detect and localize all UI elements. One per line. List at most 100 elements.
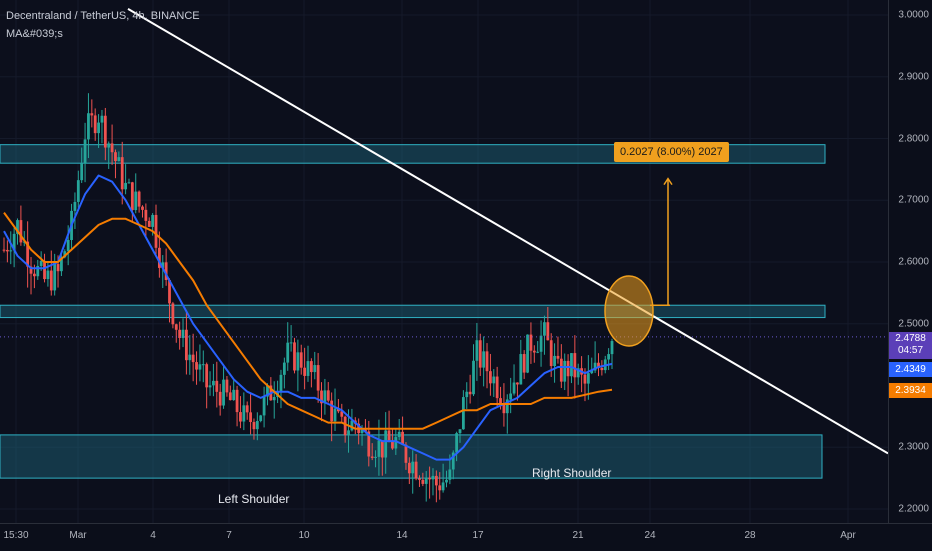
candle-up <box>465 391 469 398</box>
candle-down <box>391 441 394 449</box>
candle-up <box>323 390 327 404</box>
candle-up <box>16 220 19 234</box>
time-tick: 7 <box>226 530 232 541</box>
candle-down <box>303 367 307 376</box>
candle-up <box>134 191 138 211</box>
price-chart[interactable] <box>0 0 888 523</box>
candle-up <box>411 461 415 474</box>
candle-down <box>29 266 33 274</box>
measure-label[interactable]: 0.2027 (8.00%) 2027 <box>614 142 729 162</box>
candle-down <box>157 247 161 268</box>
candle-down <box>2 249 6 251</box>
candle-down <box>418 478 421 480</box>
price-tick: 2.2000 <box>898 503 929 515</box>
candle-up <box>570 353 573 377</box>
candle-down <box>407 462 411 474</box>
moving-average-line <box>3 212 613 430</box>
candle-up <box>448 469 452 480</box>
candle-up <box>282 362 286 375</box>
candle-up <box>296 352 300 371</box>
candle-up <box>242 405 246 422</box>
measure-arrow-head <box>663 177 673 186</box>
candle-down <box>559 358 563 382</box>
candle-up <box>374 456 377 458</box>
candle-down <box>110 143 114 153</box>
candle-down <box>583 374 587 384</box>
candle-down <box>205 364 209 388</box>
candle-down <box>326 390 330 401</box>
candle-up <box>272 397 276 401</box>
trendline-group <box>127 7 888 455</box>
candle-up <box>563 360 567 382</box>
candle-down <box>144 209 148 221</box>
candle-down <box>174 324 178 330</box>
candle-down <box>438 485 442 491</box>
candle-down <box>597 362 600 368</box>
left-shoulder-label: Left Shoulder <box>218 492 290 506</box>
candle-down <box>421 479 425 484</box>
candle-up <box>360 429 364 434</box>
breakout-circle <box>604 275 654 347</box>
candle-up <box>394 437 398 449</box>
candle-up <box>512 382 516 394</box>
time-tick: Mar <box>69 530 87 541</box>
candle-up <box>313 365 317 373</box>
candle-up <box>262 396 266 416</box>
candle-down <box>49 270 53 291</box>
candle-down <box>293 342 296 371</box>
candle-up <box>97 122 100 134</box>
candle-down <box>43 260 46 280</box>
candle-up <box>492 376 496 384</box>
time-tick: Apr <box>840 530 856 541</box>
candle-down <box>249 412 252 423</box>
candle-up <box>73 201 77 211</box>
last-price-badge: 2.4788 04:57 <box>889 332 932 359</box>
candle-down <box>485 351 489 372</box>
candle-up <box>451 452 455 470</box>
candle-up <box>208 385 212 388</box>
right-shoulder-label: Right Shoulder <box>532 466 612 480</box>
candle-up <box>201 364 205 366</box>
candle-up <box>431 475 435 480</box>
candle-down <box>367 431 371 457</box>
candle-up <box>505 399 509 414</box>
candle-down <box>178 329 182 338</box>
candle-up <box>107 143 111 148</box>
candle-down <box>343 416 347 436</box>
candle-up <box>347 430 350 436</box>
candle-down <box>340 411 344 417</box>
candle-up <box>63 251 67 258</box>
candle-up <box>232 389 236 401</box>
candle-up <box>286 342 290 363</box>
ma-slow-badge: 2.3934 <box>889 383 932 398</box>
candle-down <box>502 404 506 414</box>
last-price-value: 2.4788 <box>895 333 926 344</box>
candle-up <box>46 270 50 280</box>
candle-down <box>56 264 60 272</box>
time-tick: 21 <box>572 530 584 541</box>
candle-down <box>370 456 374 458</box>
indicator-label[interactable]: MA&#039;s <box>6 28 63 40</box>
price-tick: 2.3000 <box>898 441 929 453</box>
candle-up <box>289 342 293 344</box>
symbol-title: Decentraland / TetherUS, 4h, BINANCE <box>6 10 200 22</box>
price-axis[interactable]: 3.0000 2.9000 2.8000 2.7000 2.6000 2.5000 2.30… <box>888 0 932 523</box>
candle-down <box>171 303 175 325</box>
candle-down <box>330 400 334 422</box>
candle-up <box>607 354 611 360</box>
candle-up <box>593 362 597 371</box>
chart-area[interactable]: Decentraland / TetherUS, 4h, BINANCE MA&… <box>0 0 888 523</box>
candle-up <box>212 380 215 386</box>
candle-up <box>482 351 486 368</box>
candle-down <box>478 340 482 368</box>
candle-up <box>543 322 546 336</box>
candle-down <box>239 412 242 422</box>
candle-up <box>610 341 614 355</box>
candle-up <box>83 139 87 164</box>
candle-up <box>576 368 580 378</box>
candle-up <box>127 182 131 184</box>
candle-down <box>522 354 526 373</box>
candle-up <box>80 163 84 181</box>
candle-down <box>468 391 472 395</box>
time-axis[interactable]: 15:30 Mar 4 7 10 14 17 21 24 28 Apr <box>0 523 932 551</box>
